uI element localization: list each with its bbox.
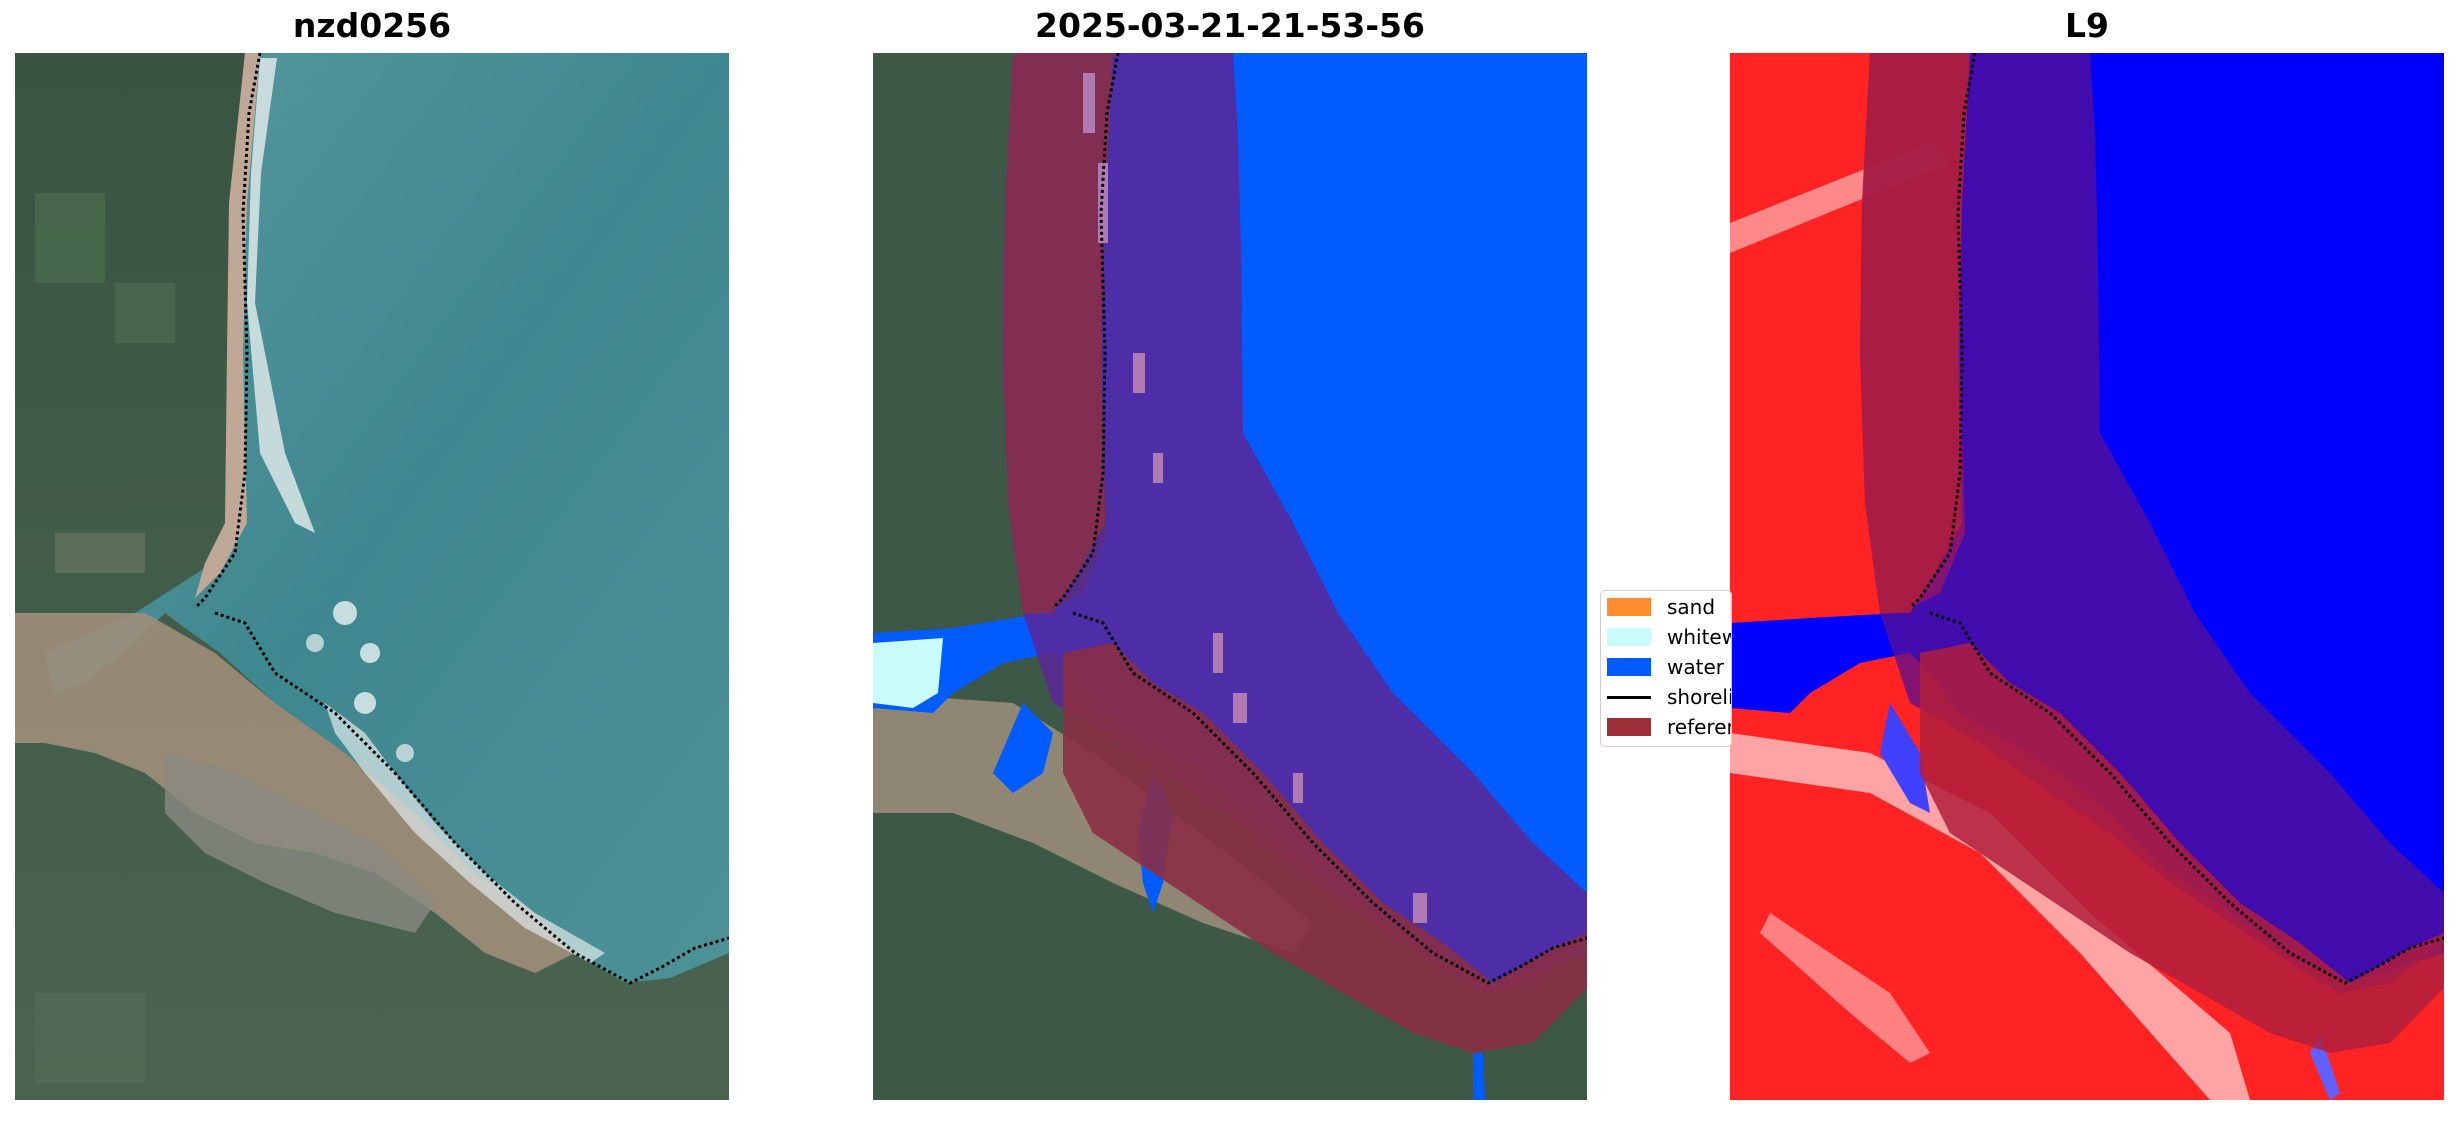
legend-item-water: water [1607, 654, 1724, 680]
reference-buffer-land-north [1003, 53, 1113, 613]
legend-label-sand: sand [1667, 595, 1716, 619]
legend-item-sand: sand [1607, 594, 1715, 620]
classification-image [873, 53, 1587, 1100]
panel-title-classification: 2025-03-21-21-53-56 [1035, 6, 1425, 45]
legend-swatch-whitewater [1607, 628, 1651, 646]
legend-swatch-water [1607, 658, 1651, 676]
rgb-image-panel [15, 53, 729, 1100]
reference-buffer-land-north [1860, 53, 1970, 613]
shoreline-south [1072, 611, 1587, 985]
legend-label-reference: reference [1667, 715, 1731, 739]
panel-title-index: L9 [2065, 6, 2109, 45]
legend-item-reference: reference [1607, 714, 1731, 740]
shoreline-north [193, 53, 262, 610]
shoreline-south [214, 611, 729, 985]
legend-line-shoreline [1607, 695, 1651, 699]
index-image [1730, 53, 2444, 1100]
legend-label-water: water [1667, 655, 1724, 679]
shoreline-north [1051, 53, 1120, 610]
legend-swatch-sand [1607, 598, 1651, 616]
legend-label-shoreline: shoreline [1667, 685, 1731, 709]
shoreline-south [1929, 611, 2444, 985]
index-panel [1730, 53, 2444, 1100]
whitewater-mask [873, 638, 943, 708]
rgb-satellite-image [15, 53, 729, 1100]
legend-item-shoreline: shoreline [1607, 684, 1731, 710]
reference-buffer-land-south [1920, 643, 2444, 1053]
panel-title-rgb: nzd0256 [292, 6, 452, 45]
legend-swatch-reference [1607, 718, 1651, 736]
shoreline-north [1908, 53, 1977, 610]
classification-panel [873, 53, 1587, 1100]
reference-buffer-land-south [1063, 643, 1587, 1053]
